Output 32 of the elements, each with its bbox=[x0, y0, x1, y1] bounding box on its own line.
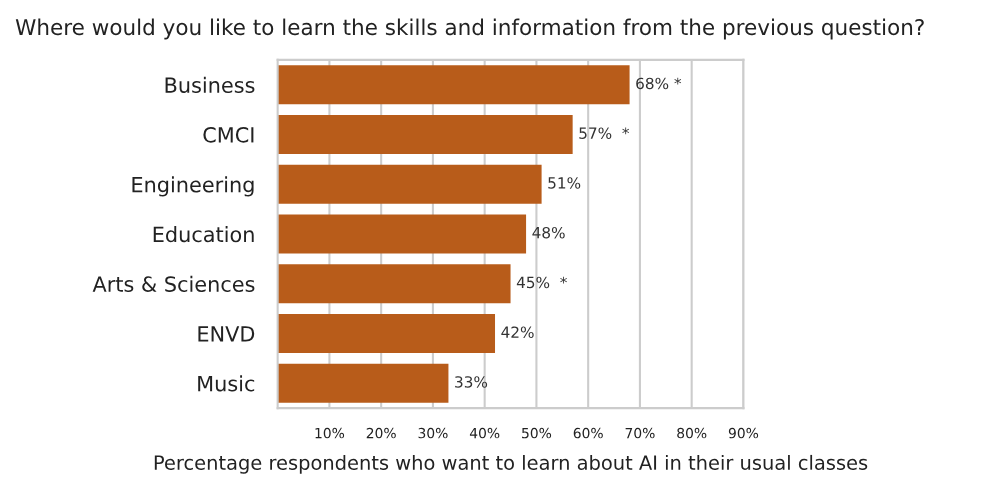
x-tick-label: 40% bbox=[469, 427, 500, 439]
x-tick-label: 60% bbox=[573, 427, 603, 439]
bar bbox=[277, 65, 630, 105]
bar bbox=[277, 314, 496, 353]
x-tick-label: 20% bbox=[366, 427, 396, 439]
y-tick-label: Arts & Sciences bbox=[92, 275, 255, 292]
data-label: 45% * bbox=[516, 276, 567, 289]
data-label: 68% * bbox=[636, 77, 682, 90]
x-axis-title: Percentage respondents who want to learn about AI in their usual classes bbox=[154, 454, 868, 474]
x-tick-label: 80% bbox=[677, 427, 707, 439]
data-label: 33% bbox=[455, 376, 488, 388]
bar bbox=[277, 115, 573, 154]
bar bbox=[277, 264, 511, 304]
y-tick-label: Music bbox=[198, 375, 255, 392]
y-tick-label: Business bbox=[165, 76, 255, 93]
x-tick-label: 50% bbox=[522, 427, 552, 439]
y-tick-label: CMCI bbox=[203, 126, 254, 143]
y-tick-label: Engineering bbox=[132, 176, 254, 197]
bar bbox=[277, 363, 449, 403]
bar bbox=[277, 214, 527, 254]
y-tick-label: ENVD bbox=[198, 326, 255, 342]
x-tick-label: 10% bbox=[315, 427, 345, 439]
bar bbox=[277, 164, 542, 204]
data-label: 42% bbox=[501, 326, 534, 338]
chart-title: Where would you like to learn the skills and information from the previous question? bbox=[15, 18, 924, 40]
data-label: 48% bbox=[532, 226, 565, 239]
x-tick-label: 90% bbox=[728, 427, 759, 439]
x-tick-label: 30% bbox=[418, 427, 448, 439]
x-tick-label: 70% bbox=[625, 427, 655, 439]
y-tick-label: Education bbox=[153, 226, 254, 243]
data-label: 51% bbox=[548, 177, 581, 189]
data-label: 57% * bbox=[579, 127, 630, 139]
